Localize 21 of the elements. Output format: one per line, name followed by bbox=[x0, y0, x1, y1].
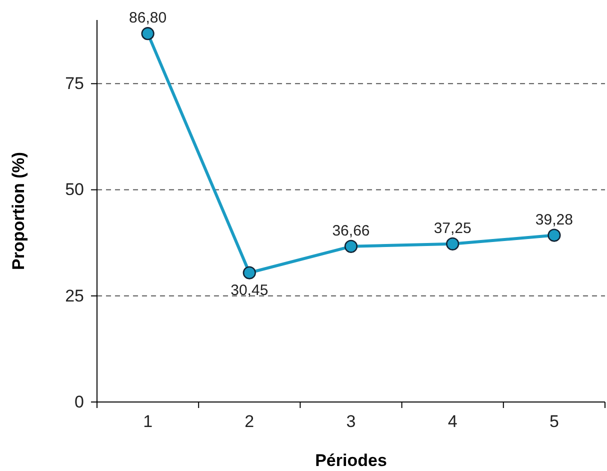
point bbox=[446, 237, 460, 250]
y-tick-label: 0 bbox=[74, 392, 84, 412]
data-label: 86,80 bbox=[129, 10, 167, 27]
x-tick-label: 1 bbox=[143, 412, 153, 432]
point bbox=[548, 228, 561, 242]
x-tick-label: 3 bbox=[346, 412, 356, 432]
point bbox=[344, 240, 358, 253]
data-label: 30,45 bbox=[230, 282, 268, 299]
point bbox=[242, 266, 256, 280]
x-axis-title: Périodes bbox=[315, 451, 387, 470]
y-tick-label: 25 bbox=[65, 286, 84, 306]
y-tick-label: 75 bbox=[65, 74, 84, 94]
data-label: 39,28 bbox=[535, 211, 573, 228]
y-axis-title: Proportion (%) bbox=[9, 152, 28, 270]
y-tick-label: 50 bbox=[65, 180, 84, 200]
x-tick-label: 4 bbox=[448, 412, 458, 432]
x-tick-label: 2 bbox=[244, 412, 254, 432]
data-label: 37,25 bbox=[434, 220, 472, 237]
point bbox=[141, 27, 154, 40]
x-tick-label: 5 bbox=[549, 412, 559, 432]
data-label: 36,66 bbox=[332, 222, 370, 240]
